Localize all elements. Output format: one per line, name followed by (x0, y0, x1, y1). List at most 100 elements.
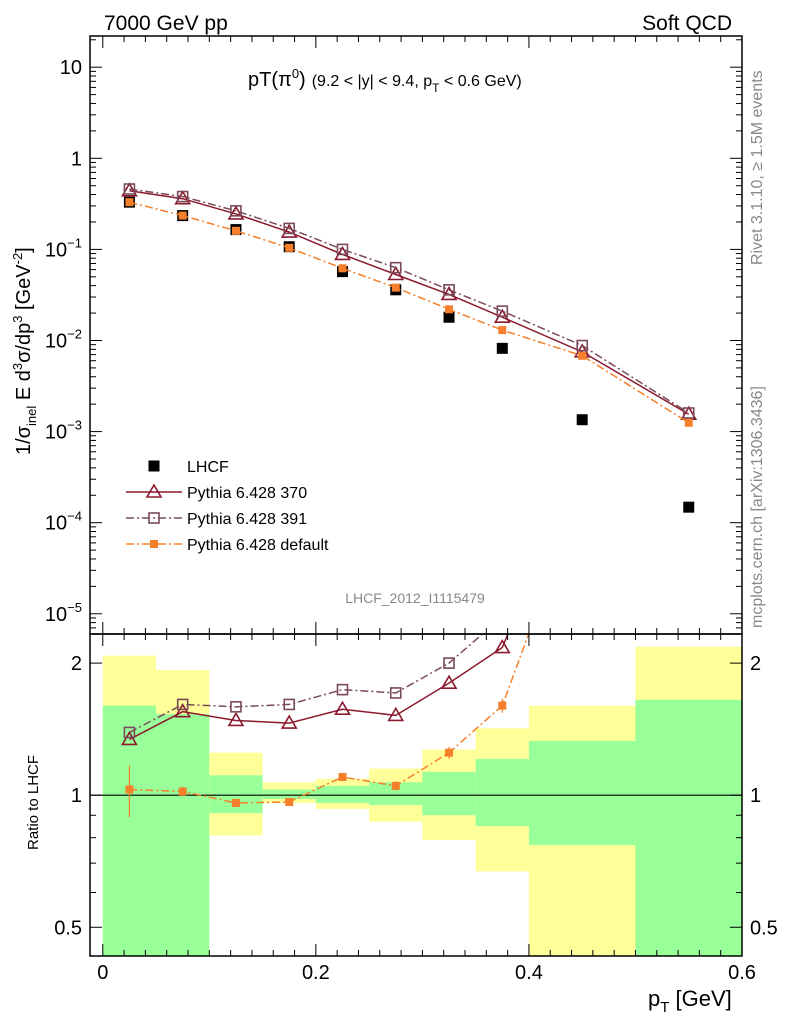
marker-pythia-6-428-default-4 (338, 773, 347, 782)
ratio-y-tick-label-right: 2 (750, 653, 761, 675)
marker-pythia-6-428-391-0 (123, 726, 136, 739)
mcplots-source-label: mcplots.cern.ch [arXiv:1306.3436] (749, 386, 766, 628)
ratio-band-inner (262, 789, 316, 800)
ratio-bands (90, 646, 742, 956)
marker-lhcf-legend (148, 460, 160, 472)
marker-pythia-6-428-default-1 (178, 787, 187, 796)
main-series-pythia-6-428-370 (121, 182, 698, 421)
ratio-band-inner (422, 771, 476, 816)
x-tick-label: 0.6 (728, 962, 756, 984)
marker-pythia-6-428-default-5 (391, 781, 400, 790)
main-y-tick-label: 10−1 (45, 235, 82, 261)
marker-pythia-6-428-default-0 (125, 785, 134, 794)
main-y-tick-base: 1 (71, 148, 82, 170)
marker-pythia-6-428-391-0 (123, 183, 136, 195)
title-sub: T (432, 81, 440, 95)
ratio-series-line (129, 634, 509, 741)
main-y-tick-label: 10−2 (45, 326, 82, 352)
ratio-band-inner (156, 714, 210, 956)
title-main: pT(π (248, 69, 292, 91)
main-y-tick-base: 10 (45, 513, 67, 535)
main-y-tick-base: 10 (45, 422, 67, 444)
ylabel-b: E d (13, 370, 35, 406)
marker-lhcf-9 (683, 501, 695, 513)
ratio-y-tick-label: 0.5 (54, 917, 82, 939)
legend-entry-3: Pythia 6.428 default (126, 537, 329, 554)
marker-pythia-6-428-391-4 (336, 683, 349, 696)
title-range: (9.2 < |y| < 9.4, p (312, 73, 432, 90)
main-series-line (129, 201, 690, 424)
marker-pythia-6-428-default-7 (498, 326, 507, 335)
marker-pythia-6-428-370-7 (493, 638, 511, 654)
rivet-version-label: Rivet 3.1.10, ≥ 1.5M events (749, 70, 766, 265)
ratio-band-inner (369, 782, 423, 805)
main-y-tick-label: 10−3 (45, 418, 82, 444)
ratio-series-pythia-6-428-370 (121, 447, 589, 746)
marker-pythia-6-428-391-9 (682, 407, 695, 419)
legend-label: Pythia 6.428 default (187, 537, 329, 554)
marker-pythia-6-428-default-2 (231, 798, 240, 807)
marker-pythia-6-428-391-3 (283, 698, 296, 711)
marker-pythia-6-428-370-6 (440, 674, 458, 689)
marker-pythia-6-428-370-0 (121, 730, 138, 746)
marker-pythia-6-428-391-7 (496, 305, 509, 317)
marker-pythia-6-428-391-4 (336, 243, 349, 256)
marker-pythia-6-428-391-2 (230, 205, 242, 217)
marker-pythia-6-428-default-8 (578, 351, 587, 360)
marker-pythia-6-428-370-5 (387, 265, 405, 281)
ratio-y-tick-label: 1 (71, 785, 82, 807)
main-series-line (129, 188, 690, 414)
main-series-pythia-6-428-391 (123, 183, 695, 419)
ratio-y-tick-label-right: 1 (750, 785, 761, 807)
marker-pythia-6-428-391-8 (576, 339, 588, 352)
ylabel-c: σ/dp (13, 323, 35, 363)
marker-pythia-6-428-370-6 (440, 285, 458, 301)
marker-pythia-6-428-391-2 (230, 701, 242, 713)
marker-pythia-6-428-391-1 (176, 698, 189, 711)
marker-pythia-6-428-default-0 (125, 198, 134, 207)
marker-pythia-6-428-370-8 (575, 447, 589, 459)
ylabel-e: ] (13, 247, 35, 253)
marker-pythia-6-428-370-4 (334, 245, 351, 261)
legend-entry-1: Pythia 6.428 370 (126, 483, 307, 502)
marker-pythia-6-428-391-3 (283, 222, 296, 235)
main-y-tick-label: 10−5 (45, 600, 82, 626)
marker-pythia-6-428-370-1 (174, 703, 192, 718)
ratio-band-inner (635, 699, 742, 956)
main-y-tick-exp: −4 (67, 509, 82, 524)
marker-pythia-6-428-391-7 (497, 612, 507, 622)
marker-lhcf-7 (496, 342, 508, 354)
main-y-tick-exp: −2 (67, 326, 82, 341)
marker-pythia-6-428-370-2 (227, 205, 245, 220)
x-tick-label: 0.4 (515, 962, 543, 984)
marker-pythia-6-428-default-6 (445, 305, 454, 314)
marker-pythia-6-428-391-1 (176, 190, 189, 203)
main-y-tick-base: 10 (45, 604, 67, 626)
x-tick-label: 0 (97, 962, 108, 984)
marker-pythia-6-428-391-8 (577, 434, 587, 444)
xlabel-main: p (648, 986, 660, 1011)
marker-pythia-6-428-370-5 (387, 706, 405, 722)
marker-pythia-6-428-370-3 (280, 714, 298, 729)
header-right-label: Soft QCD (642, 12, 732, 35)
xlabel-unit: [GeV] (669, 986, 731, 1011)
marker-pythia-6-428-391-legend (148, 512, 160, 524)
marker-pythia-6-428-default-1 (178, 211, 187, 220)
main-y-axis-label: 1/σinel E d3σ/dp3 [GeV-2] (10, 247, 39, 455)
title-end: < 0.6 GeV) (439, 73, 521, 90)
main-y-tick-base: 10 (45, 330, 67, 352)
ratio-band-inner (528, 740, 636, 845)
ratio-panel: 2 2 1 1 0.5 0.5 0 0.2 0.4 0.6 (54, 434, 778, 984)
marker-pythia-6-428-default-9 (684, 418, 693, 427)
legend-label: LHCF (187, 459, 229, 476)
main-y-tick-label: 10 (60, 57, 82, 79)
ratio-band-inner (315, 785, 370, 803)
marker-pythia-6-428-default-3 (285, 243, 294, 252)
ylabel-sup-m2: -2 (10, 253, 25, 265)
marker-pythia-6-428-370-1 (174, 190, 192, 205)
xlabel-sub: T (660, 999, 669, 1016)
title-sup: 0 (292, 66, 299, 81)
marker-pythia-6-428-default-5 (391, 283, 400, 292)
ratio-frame (89, 633, 743, 957)
